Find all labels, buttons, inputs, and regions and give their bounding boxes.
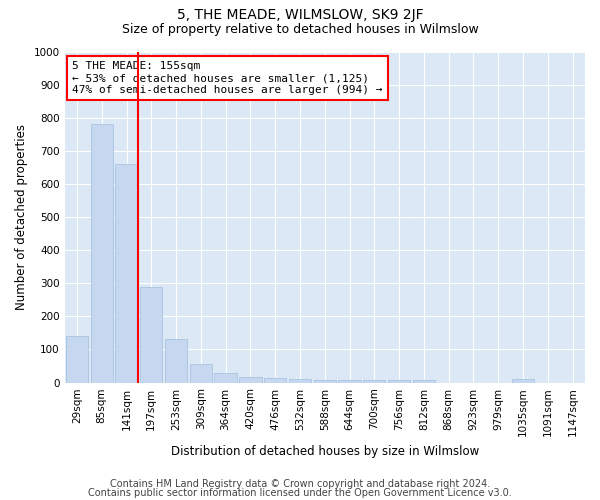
Bar xyxy=(165,338,187,382)
Bar xyxy=(239,376,262,382)
Y-axis label: Number of detached properties: Number of detached properties xyxy=(15,124,28,310)
Bar xyxy=(338,380,361,382)
Bar xyxy=(190,364,212,382)
Bar xyxy=(363,380,385,382)
Bar xyxy=(388,380,410,382)
Bar xyxy=(264,378,286,382)
Text: Contains public sector information licensed under the Open Government Licence v3: Contains public sector information licen… xyxy=(88,488,512,498)
Bar xyxy=(314,380,336,382)
Bar xyxy=(91,124,113,382)
Text: 5, THE MEADE, WILMSLOW, SK9 2JF: 5, THE MEADE, WILMSLOW, SK9 2JF xyxy=(176,8,424,22)
Bar xyxy=(512,379,534,382)
Bar xyxy=(66,336,88,382)
Bar xyxy=(140,286,163,382)
Text: 5 THE MEADE: 155sqm
← 53% of detached houses are smaller (1,125)
47% of semi-det: 5 THE MEADE: 155sqm ← 53% of detached ho… xyxy=(73,62,383,94)
Bar xyxy=(115,164,137,382)
X-axis label: Distribution of detached houses by size in Wilmslow: Distribution of detached houses by size … xyxy=(170,444,479,458)
Bar xyxy=(214,372,237,382)
Bar xyxy=(289,379,311,382)
Text: Size of property relative to detached houses in Wilmslow: Size of property relative to detached ho… xyxy=(122,22,478,36)
Bar xyxy=(413,380,435,382)
Text: Contains HM Land Registry data © Crown copyright and database right 2024.: Contains HM Land Registry data © Crown c… xyxy=(110,479,490,489)
